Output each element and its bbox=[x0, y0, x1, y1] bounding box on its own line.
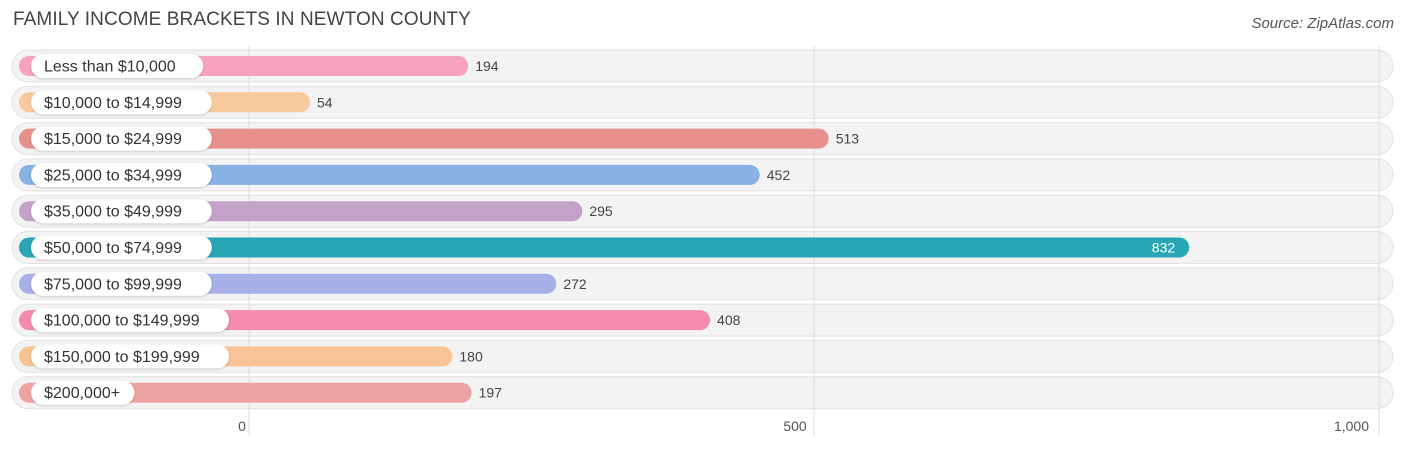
category-label: $75,000 to $99,999 bbox=[44, 276, 182, 293]
value-label: 194 bbox=[475, 58, 499, 74]
category-label: $25,000 to $34,999 bbox=[44, 167, 182, 184]
category-pill bbox=[31, 380, 135, 405]
category-label: $35,000 to $49,999 bbox=[44, 204, 182, 221]
bar[interactable] bbox=[19, 128, 829, 149]
value-label: 54 bbox=[317, 94, 333, 110]
category-label: $100,000 to $149,999 bbox=[44, 313, 200, 330]
category-label: $15,000 to $24,999 bbox=[44, 131, 182, 148]
chart-title: FAMILY INCOME BRACKETS IN NEWTON COUNTY bbox=[13, 9, 471, 30]
category-label: $150,000 to $199,999 bbox=[44, 349, 200, 366]
category-pill bbox=[31, 126, 212, 151]
category-pill bbox=[31, 90, 212, 115]
row-track bbox=[11, 85, 1394, 119]
category-label: $200,000+ bbox=[44, 385, 120, 402]
value-label: 180 bbox=[459, 348, 483, 364]
category-label: $50,000 to $74,999 bbox=[44, 240, 182, 257]
x-tick-label: 1,000 bbox=[1334, 418, 1369, 434]
x-tick-label: 0 bbox=[238, 418, 246, 434]
x-axis: 0 500 1,000 bbox=[238, 418, 1369, 434]
category-label: Less than $10,000 bbox=[44, 59, 176, 76]
category-pill bbox=[31, 344, 229, 369]
category-pill bbox=[31, 162, 212, 187]
value-label: 272 bbox=[563, 276, 587, 292]
value-label: 513 bbox=[836, 131, 860, 147]
value-label: 197 bbox=[479, 385, 503, 401]
category-pill bbox=[31, 271, 212, 296]
category-pill bbox=[31, 54, 204, 78]
value-label: 832 bbox=[1152, 240, 1176, 256]
bar[interactable] bbox=[19, 237, 1190, 258]
value-label: 408 bbox=[717, 312, 741, 328]
value-label: 452 bbox=[767, 167, 791, 183]
bars: Less than $10,000 194 $10,000 to $14,999 54… bbox=[19, 54, 1190, 405]
category-pill bbox=[31, 308, 229, 333]
category-pill bbox=[31, 199, 212, 224]
category-label: $10,000 to $14,999 bbox=[44, 95, 182, 112]
category-pill bbox=[31, 235, 212, 260]
value-label: 295 bbox=[589, 203, 613, 219]
x-tick-label: 500 bbox=[783, 418, 807, 434]
source-note: Source: ZipAtlas.com bbox=[1251, 15, 1394, 32]
